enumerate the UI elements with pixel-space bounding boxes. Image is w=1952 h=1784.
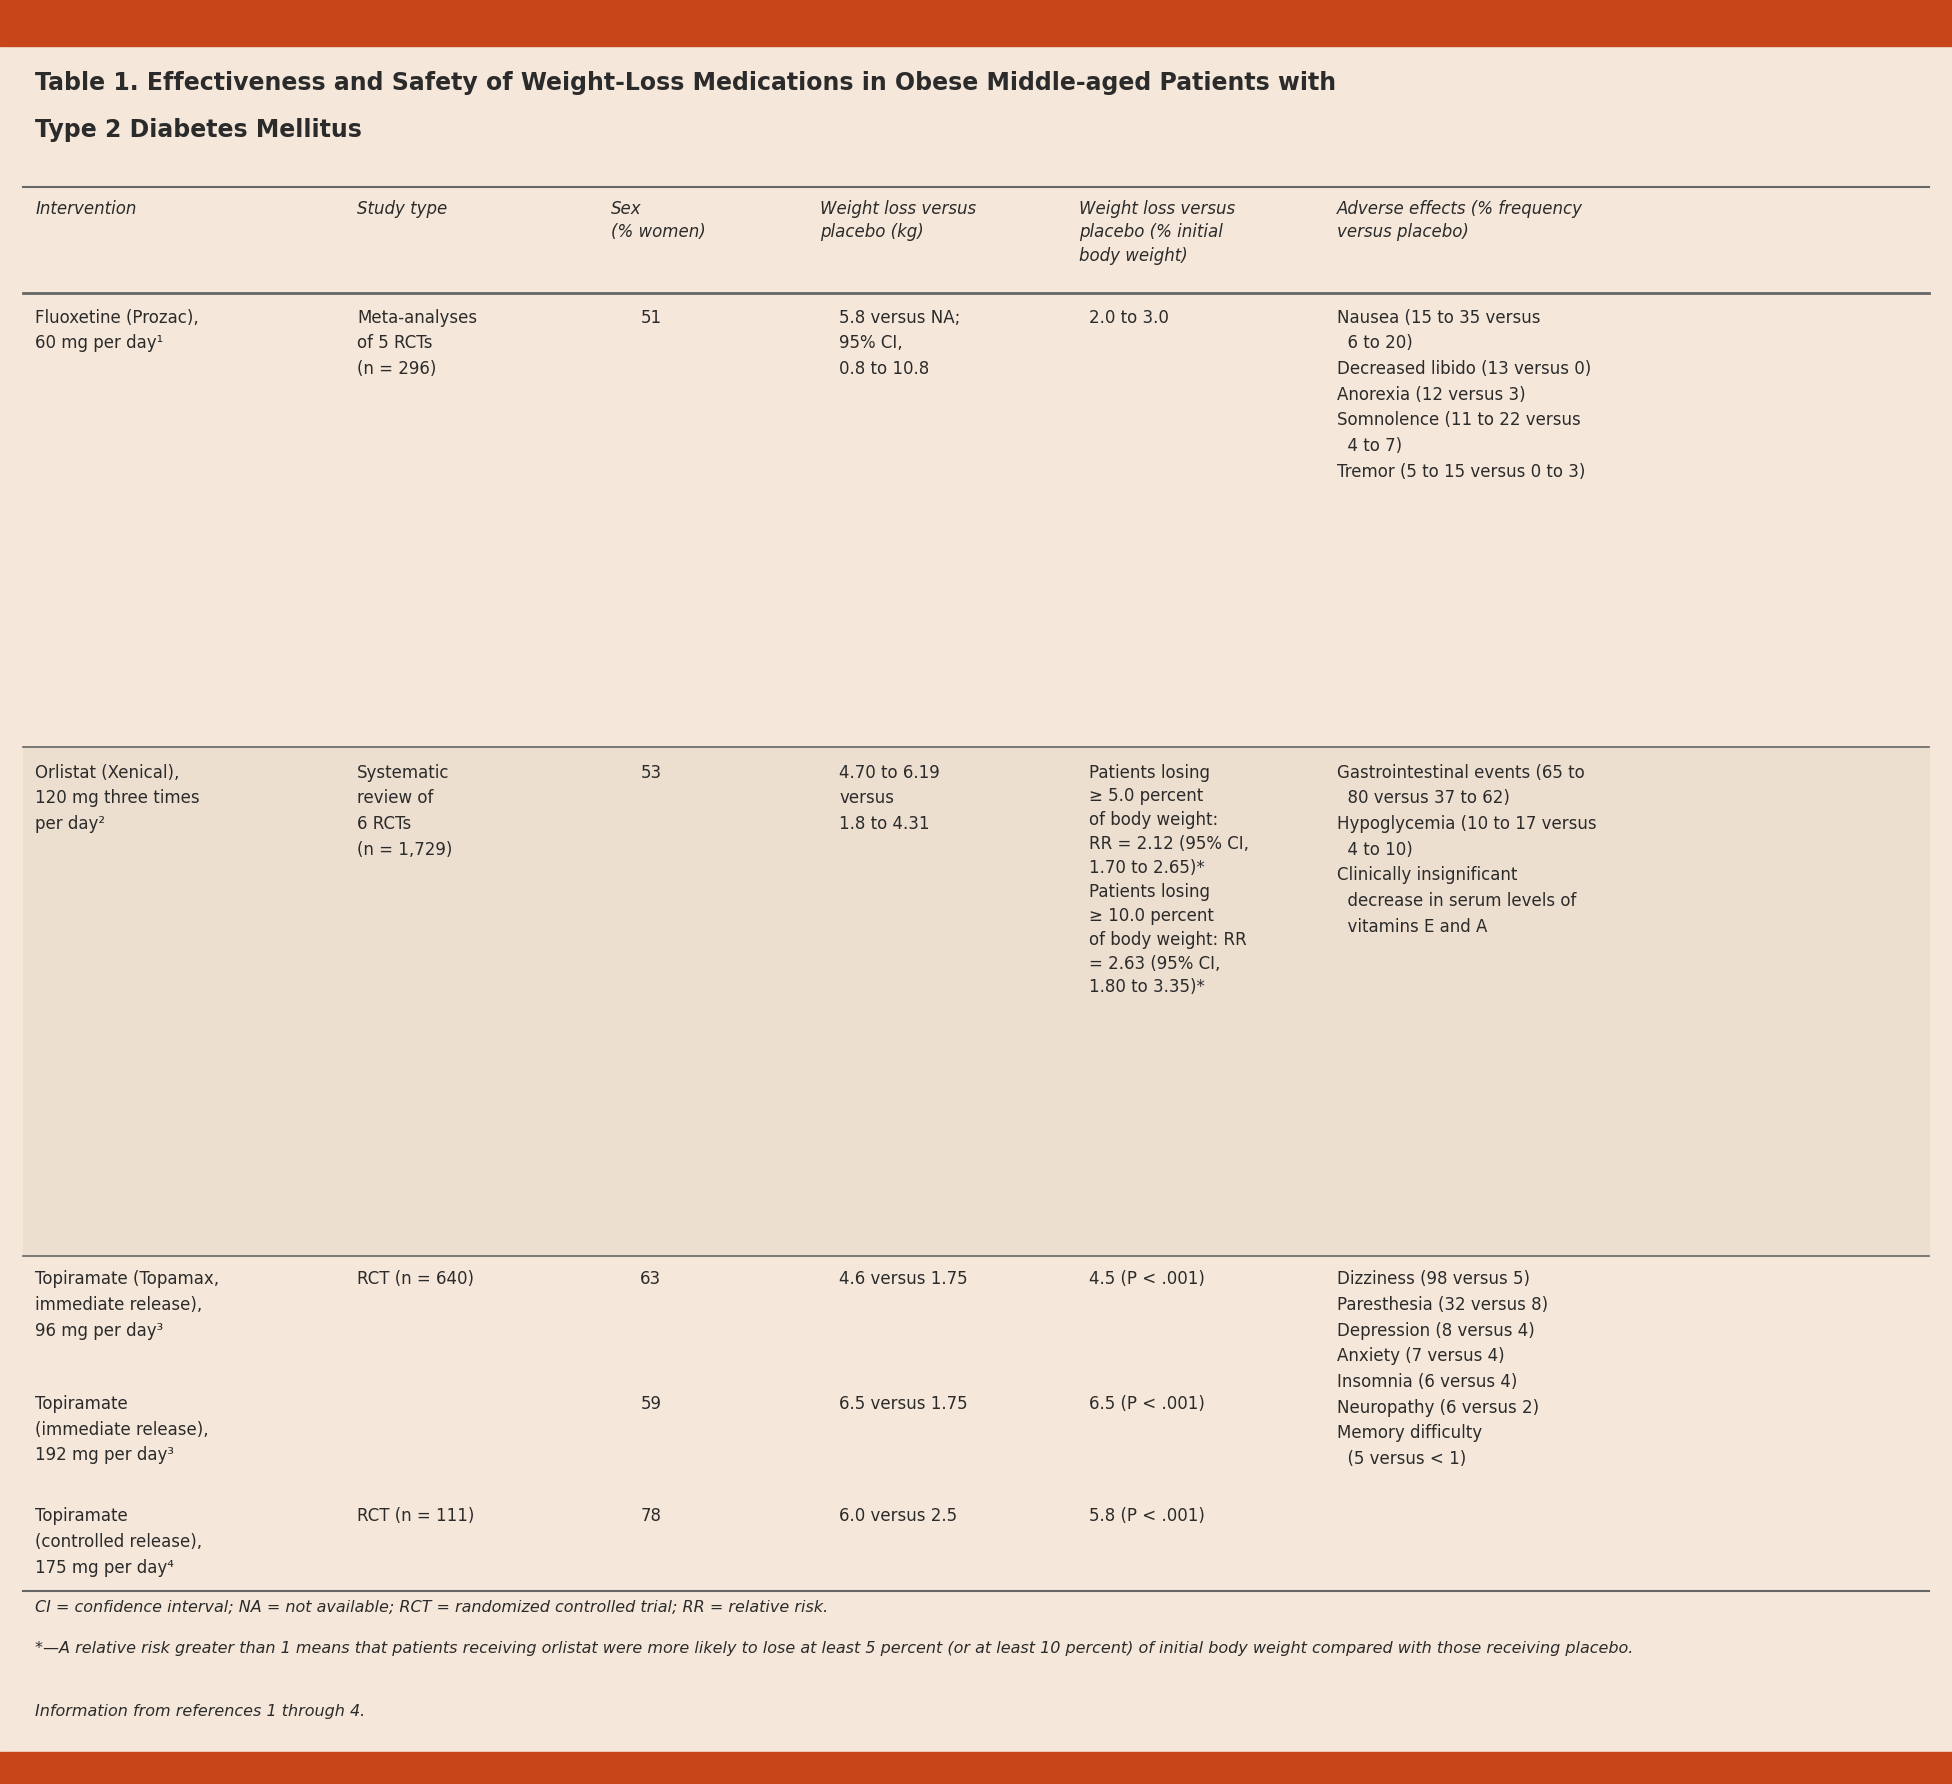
Text: RCT (n = 111): RCT (n = 111) [357, 1507, 474, 1525]
Text: Intervention: Intervention [35, 200, 137, 218]
Text: Sex
(% women): Sex (% women) [611, 200, 707, 241]
Text: Weight loss versus
placebo (% initial
body weight): Weight loss versus placebo (% initial bo… [1079, 200, 1236, 266]
Text: 63: 63 [640, 1270, 662, 1288]
Text: RCT (n = 640): RCT (n = 640) [357, 1270, 474, 1288]
Text: 5.8 versus NA;
95% CI,
0.8 to 10.8: 5.8 versus NA; 95% CI, 0.8 to 10.8 [839, 309, 960, 378]
Text: CI = confidence interval; NA = not available; RCT = randomized controlled trial;: CI = confidence interval; NA = not avail… [35, 1600, 828, 1615]
Text: Nausea (15 to 35 versus
  6 to 20)
Decreased libido (13 versus 0)
Anorexia (12 v: Nausea (15 to 35 versus 6 to 20) Decreas… [1337, 309, 1591, 482]
Text: 5.8 (P < .001): 5.8 (P < .001) [1089, 1507, 1204, 1525]
Text: Dizziness (98 versus 5)
Paresthesia (32 versus 8)
Depression (8 versus 4)
Anxiet: Dizziness (98 versus 5) Paresthesia (32 … [1337, 1270, 1548, 1468]
Text: 6.5 (P < .001): 6.5 (P < .001) [1089, 1395, 1204, 1413]
Text: 6.5 versus 1.75: 6.5 versus 1.75 [839, 1395, 968, 1413]
Text: 4.70 to 6.19
versus
1.8 to 4.31: 4.70 to 6.19 versus 1.8 to 4.31 [839, 764, 941, 833]
Text: Orlistat (Xenical),
120 mg three times
per day²: Orlistat (Xenical), 120 mg three times p… [35, 764, 199, 833]
Text: Type 2 Diabetes Mellitus: Type 2 Diabetes Mellitus [35, 118, 361, 141]
Text: *—A relative risk greater than 1 means that patients receiving orlistat were mor: *—A relative risk greater than 1 means t… [35, 1641, 1634, 1656]
Text: Information from references 1 through 4.: Information from references 1 through 4. [35, 1704, 365, 1718]
Text: Systematic
review of
6 RCTs
(n = 1,729): Systematic review of 6 RCTs (n = 1,729) [357, 764, 453, 858]
Text: 6.0 versus 2.5: 6.0 versus 2.5 [839, 1507, 958, 1525]
Text: Topiramate
(immediate release),
192 mg per day³: Topiramate (immediate release), 192 mg p… [35, 1395, 209, 1465]
Bar [0, 1752, 1952, 1784]
Text: 4.5 (P < .001): 4.5 (P < .001) [1089, 1270, 1204, 1288]
Text: Weight loss versus
placebo (kg): Weight loss versus placebo (kg) [820, 200, 976, 241]
Text: 2.0 to 3.0: 2.0 to 3.0 [1089, 309, 1169, 326]
Text: Meta-analyses
of 5 RCTs
(n = 296): Meta-analyses of 5 RCTs (n = 296) [357, 309, 478, 378]
Text: Table 1. Effectiveness and Safety of Weight-Loss Medications in Obese Middle-age: Table 1. Effectiveness and Safety of Wei… [35, 71, 1337, 95]
Text: Topiramate
(controlled release),
175 mg per day⁴: Topiramate (controlled release), 175 mg … [35, 1507, 203, 1577]
Text: Study type: Study type [357, 200, 447, 218]
Text: Fluoxetine (Prozac),
60 mg per day¹: Fluoxetine (Prozac), 60 mg per day¹ [35, 309, 199, 351]
Text: 4.6 versus 1.75: 4.6 versus 1.75 [839, 1270, 968, 1288]
Bar [23, 747, 1929, 1256]
Text: 51: 51 [640, 309, 662, 326]
Text: Gastrointestinal events (65 to
  80 versus 37 to 62)
Hypoglycemia (10 to 17 vers: Gastrointestinal events (65 to 80 versus… [1337, 764, 1597, 937]
Text: 59: 59 [640, 1395, 662, 1413]
Text: Adverse effects (% frequency
versus placebo): Adverse effects (% frequency versus plac… [1337, 200, 1583, 241]
Text: Topiramate (Topamax,
immediate release),
96 mg per day³: Topiramate (Topamax, immediate release),… [35, 1270, 219, 1340]
Text: Patients losing
≥ 5.0 percent
of body weight:
RR = 2.12 (95% CI,
1.70 to 2.65)*
: Patients losing ≥ 5.0 percent of body we… [1089, 764, 1249, 997]
Text: 78: 78 [640, 1507, 662, 1525]
Bar [0, 0, 1952, 46]
Text: 53: 53 [640, 764, 662, 781]
